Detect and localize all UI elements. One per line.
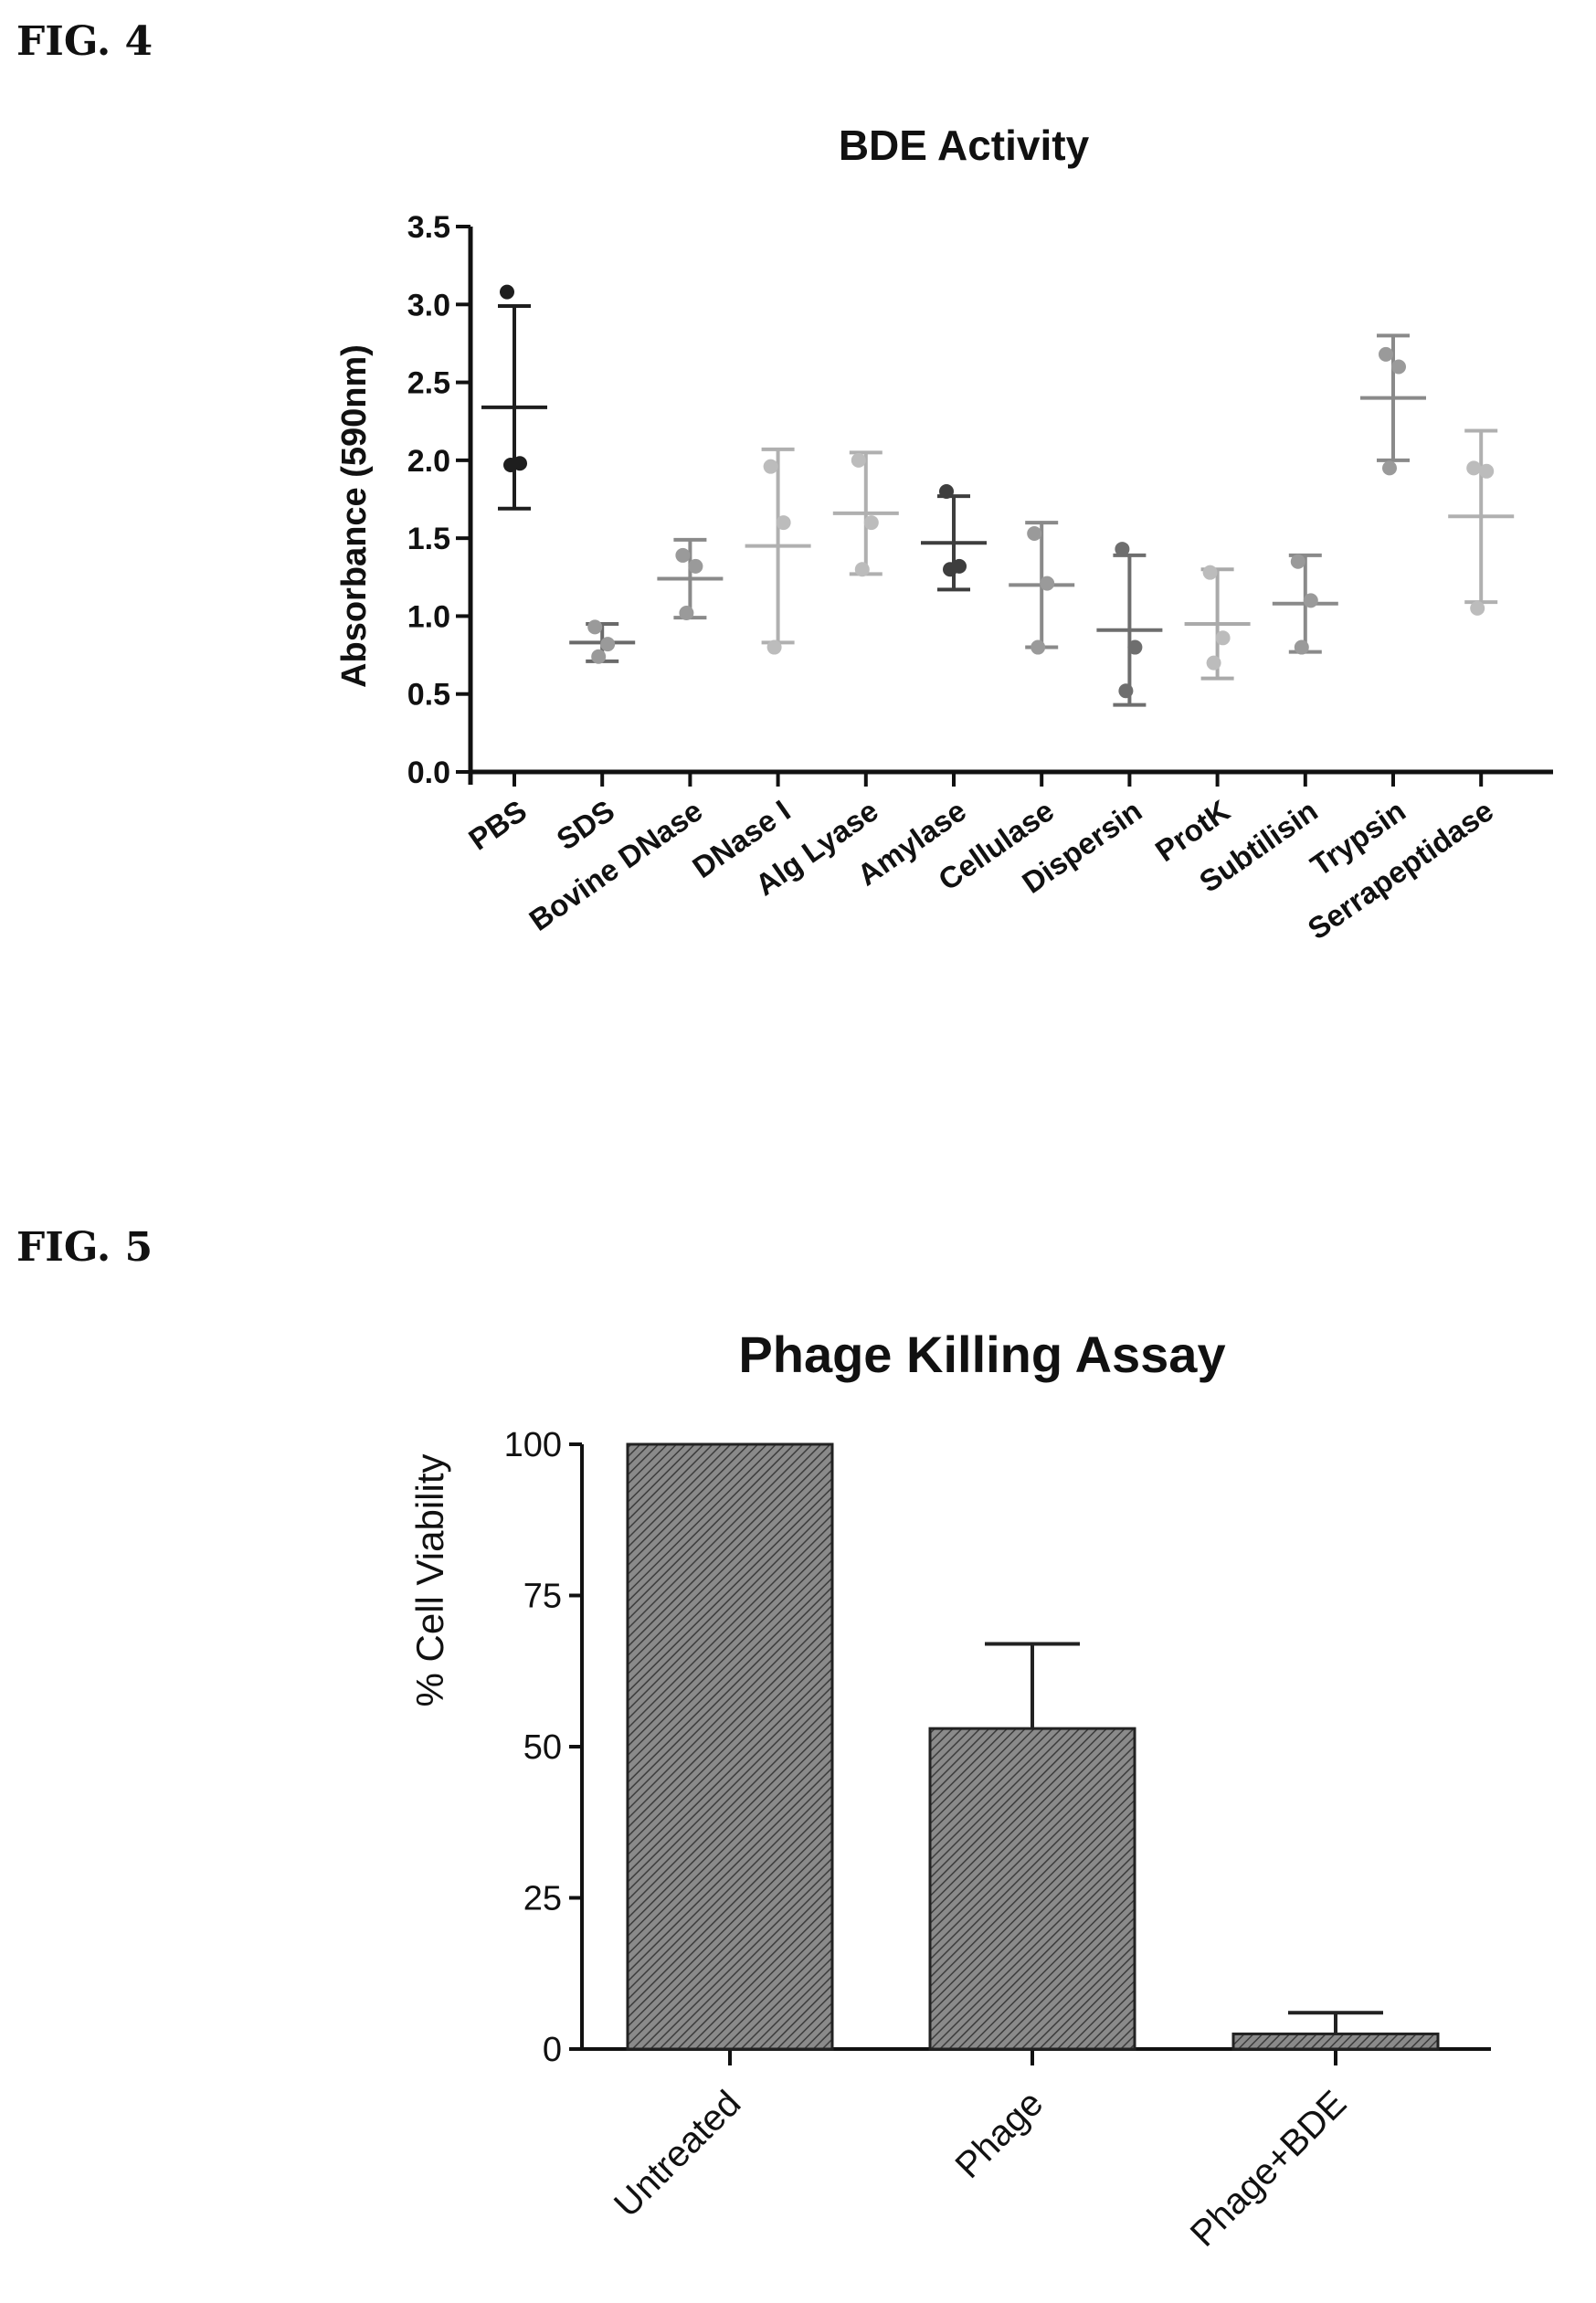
category-group [569, 619, 636, 664]
bar [928, 1727, 1136, 2051]
data-point [1027, 526, 1042, 542]
bde-activity-chart: BDE Activity Absorbance (590nm) 0.0 0.5 1.… [335, 121, 1553, 946]
data-point [1118, 683, 1134, 699]
data-point [763, 459, 778, 474]
data-point [1382, 460, 1397, 476]
phage-killing-assay-chart: Phage Killing Assay % Cell Viability 0 25… [408, 1326, 1491, 2255]
data-marks [626, 1442, 1440, 2051]
x-tick-label: PBS [462, 793, 533, 856]
y-tick-label: 25 [523, 1880, 562, 1918]
data-point [1391, 359, 1406, 375]
data-point [600, 637, 616, 652]
data-point [1031, 639, 1046, 655]
data-point [587, 619, 603, 635]
data-point [1040, 576, 1055, 591]
data-point [863, 515, 879, 531]
bar [626, 1442, 834, 2051]
data-point [679, 606, 694, 621]
data-point [1127, 639, 1143, 655]
data-point [1206, 655, 1221, 671]
category-group [1184, 565, 1251, 681]
data-point [1290, 554, 1305, 569]
axes [456, 225, 1553, 787]
data-point [766, 639, 782, 655]
y-tick-label: 2.5 [407, 366, 450, 401]
y-tick-label: 0.0 [407, 755, 450, 790]
category-group [745, 447, 811, 655]
data-point [1202, 565, 1218, 580]
data-marks [481, 284, 1515, 707]
data-point [776, 515, 791, 531]
category-group [1360, 333, 1426, 476]
data-point [939, 483, 954, 499]
chart-title: Phage Killing Assay [738, 1326, 1225, 1383]
y-axis-label: Absorbance (590nm) [335, 344, 374, 688]
chart-title: BDE Activity [839, 121, 1090, 169]
category-group [481, 284, 547, 511]
data-point [1215, 630, 1231, 646]
data-point [943, 562, 957, 577]
data-point [1294, 639, 1309, 655]
fig4-label: FIG. 4 [16, 18, 153, 65]
data-point [854, 562, 870, 577]
data-point [1479, 463, 1495, 479]
category-group [1009, 521, 1075, 655]
category-group [921, 483, 987, 592]
category-group [1096, 542, 1163, 707]
y-axis-label: % Cell Viability [408, 1454, 451, 1707]
category-group [1448, 428, 1515, 616]
y-tick-label: 1.5 [407, 522, 450, 556]
data-point [688, 558, 703, 574]
bar [1231, 2032, 1440, 2051]
y-tick-label: 3.0 [407, 288, 450, 322]
y-tick-label: 100 [504, 1426, 562, 1464]
y-tick-label: 0.5 [407, 678, 450, 713]
data-point [1115, 542, 1130, 557]
y-tick-label: 50 [523, 1728, 562, 1767]
y-tick-label: 2.0 [407, 444, 450, 479]
data-point [1470, 600, 1485, 616]
x-tick-label: Phage [947, 2083, 1051, 2186]
x-tick-label: Phage+BDE [1183, 2083, 1355, 2255]
x-tick-label: Untreated [607, 2083, 748, 2224]
data-point [591, 649, 607, 664]
data-point [851, 452, 866, 468]
category-group [832, 450, 899, 577]
y-tick-label: 75 [523, 1578, 562, 1616]
x-tick-label: SDS [550, 793, 620, 856]
y-tick-label: 1.0 [407, 599, 450, 634]
data-point [503, 457, 518, 472]
category-group [1272, 553, 1338, 655]
data-point [500, 284, 514, 300]
y-tick-label: 3.5 [407, 210, 450, 245]
data-point [1303, 593, 1318, 608]
data-point [675, 547, 691, 563]
data-point [1379, 346, 1393, 362]
category-group [657, 537, 724, 621]
fig5-label: FIG. 5 [16, 1224, 153, 1271]
y-tick-label: 0 [543, 2031, 562, 2069]
data-point [1466, 460, 1482, 476]
